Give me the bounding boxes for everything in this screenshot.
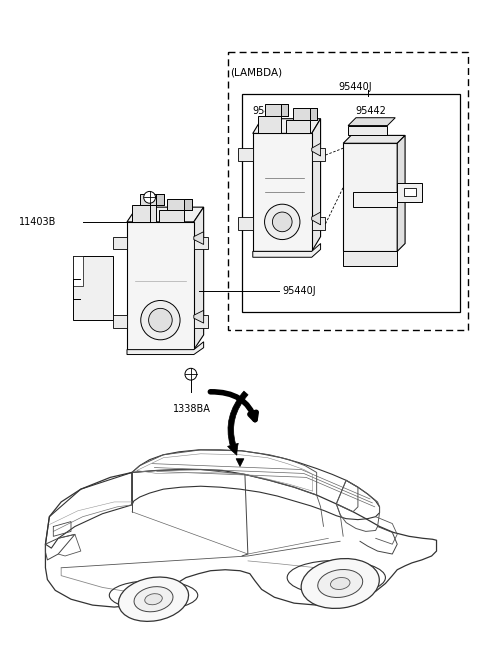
Text: 95441E: 95441E	[253, 106, 289, 116]
Polygon shape	[310, 108, 317, 120]
Polygon shape	[253, 244, 321, 258]
Polygon shape	[194, 237, 207, 250]
Circle shape	[141, 300, 180, 340]
Bar	[242, 94, 460, 312]
Text: 11403B: 11403B	[19, 217, 56, 227]
Polygon shape	[113, 237, 127, 250]
Polygon shape	[397, 183, 422, 202]
Ellipse shape	[119, 577, 189, 622]
Circle shape	[264, 204, 300, 240]
Polygon shape	[312, 212, 321, 225]
Polygon shape	[238, 148, 253, 161]
Polygon shape	[113, 315, 127, 328]
Polygon shape	[253, 119, 321, 133]
Polygon shape	[343, 143, 397, 252]
Polygon shape	[159, 210, 184, 222]
Polygon shape	[132, 205, 156, 222]
Text: 95440J: 95440J	[282, 286, 316, 296]
Polygon shape	[343, 252, 397, 266]
Polygon shape	[194, 232, 204, 244]
Ellipse shape	[318, 570, 363, 597]
Polygon shape	[184, 199, 192, 210]
Text: 95442: 95442	[355, 106, 386, 116]
Text: 95440J: 95440J	[338, 82, 372, 93]
Polygon shape	[194, 315, 207, 328]
Bar	[404, 189, 416, 196]
Polygon shape	[348, 118, 395, 125]
Polygon shape	[253, 133, 312, 252]
Ellipse shape	[145, 594, 162, 604]
Text: 1338BA: 1338BA	[173, 403, 211, 414]
Circle shape	[144, 191, 156, 203]
Polygon shape	[140, 194, 164, 205]
Polygon shape	[168, 199, 192, 210]
Polygon shape	[353, 193, 397, 207]
FancyArrowPatch shape	[228, 391, 248, 455]
Ellipse shape	[330, 578, 350, 589]
Polygon shape	[127, 222, 194, 350]
Polygon shape	[397, 135, 405, 252]
Polygon shape	[281, 104, 288, 116]
Polygon shape	[264, 104, 288, 116]
Polygon shape	[236, 459, 244, 466]
Ellipse shape	[134, 587, 173, 612]
Ellipse shape	[301, 558, 379, 608]
Polygon shape	[127, 342, 204, 355]
Circle shape	[185, 369, 197, 380]
FancyArrowPatch shape	[210, 392, 256, 420]
Polygon shape	[156, 194, 164, 205]
Polygon shape	[194, 207, 204, 350]
Polygon shape	[127, 207, 204, 222]
Circle shape	[273, 212, 292, 232]
Polygon shape	[286, 120, 310, 133]
Polygon shape	[238, 217, 253, 230]
Polygon shape	[312, 217, 325, 230]
Polygon shape	[73, 256, 83, 286]
Polygon shape	[194, 310, 204, 323]
Polygon shape	[293, 108, 317, 120]
Polygon shape	[312, 119, 321, 252]
Polygon shape	[312, 148, 325, 161]
Polygon shape	[312, 143, 321, 156]
Bar	[228, 52, 468, 330]
Polygon shape	[73, 256, 113, 320]
Polygon shape	[348, 125, 387, 135]
Polygon shape	[258, 116, 281, 133]
Circle shape	[149, 308, 172, 332]
Polygon shape	[343, 135, 405, 143]
Text: (LAMBDA): (LAMBDA)	[230, 68, 282, 78]
